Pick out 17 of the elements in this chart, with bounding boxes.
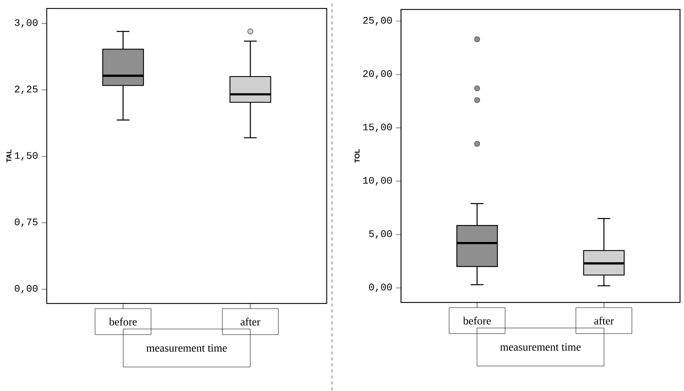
- y-tick-label: 0,00: [14, 285, 38, 294]
- y-tick-label: 20,00: [363, 70, 392, 79]
- x-axis-title: measurement time: [500, 343, 581, 351]
- x-tick-label: after: [594, 316, 614, 325]
- y-tick-label: 2,25: [14, 86, 38, 94]
- y-tick-label: 15,00: [363, 124, 392, 132]
- x-tick-label: after: [240, 318, 260, 326]
- y-tick-label: 0,75: [14, 218, 38, 228]
- x-axis-title: measurement time: [146, 344, 227, 352]
- y-tick-label: 0,00: [369, 284, 392, 292]
- x-tick-label: before: [463, 316, 491, 325]
- y-tick-label: 1,50: [14, 152, 38, 161]
- y-tick-label: 10,00: [363, 177, 392, 186]
- y-tick-label: 5,00: [369, 230, 392, 239]
- y-tick-label: 25,00: [363, 16, 392, 26]
- x-tick-label: before: [109, 318, 137, 326]
- y-tick-label: 3,00: [14, 19, 38, 28]
